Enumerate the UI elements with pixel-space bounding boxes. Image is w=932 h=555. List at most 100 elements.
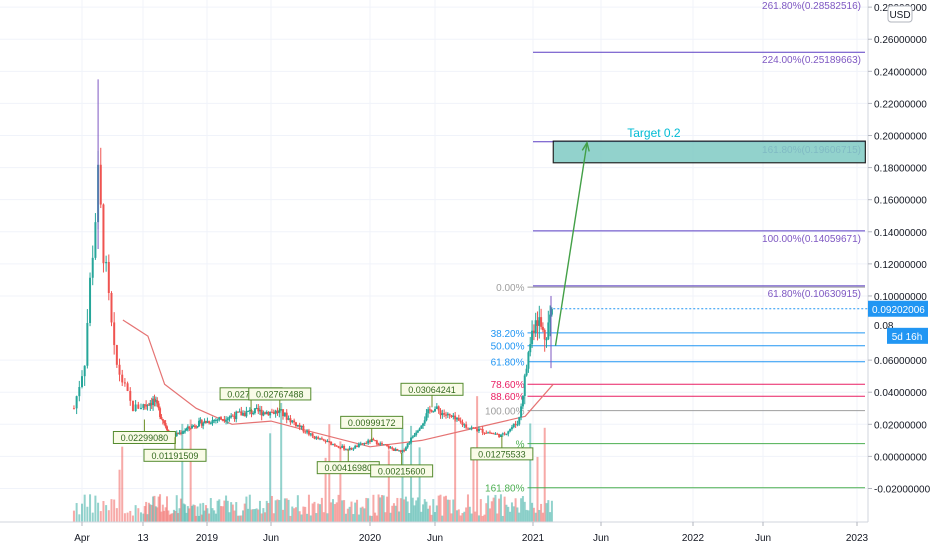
volume-bar: [459, 515, 462, 522]
candle-body: [377, 444, 380, 446]
volume-bar: [213, 510, 216, 522]
candle-body: [91, 257, 94, 278]
volume-bar: [97, 502, 100, 522]
candle-body: [443, 413, 446, 415]
volume-bar: [389, 512, 392, 522]
volume-bar: [272, 513, 275, 522]
annotation-label-8: 0.01275533: [478, 449, 526, 459]
volume-bar: [361, 506, 364, 522]
volume-bar: [72, 510, 75, 522]
volume-bar: [514, 498, 517, 522]
candle-body: [415, 432, 418, 436]
target-zone: [552, 140, 866, 164]
volume-bar: [123, 513, 126, 522]
volume-bar: [294, 507, 297, 522]
volume-bar: [147, 502, 150, 522]
volume-bar: [192, 504, 195, 522]
annotation-label-4: 0.00416980: [324, 463, 372, 473]
candle-body: [142, 404, 145, 408]
x-tick-label-5: Jun: [427, 533, 443, 544]
axis-layer[interactable]: 0.280000000.260000000.240000000.22000000…: [0, 0, 931, 544]
candle-body: [105, 261, 108, 264]
candle-body: [156, 400, 159, 404]
volume-bar: [516, 507, 519, 522]
volume-bar: [307, 494, 310, 522]
candle-body: [285, 412, 288, 420]
volume-bar: [520, 498, 523, 522]
volume-bar: [196, 506, 199, 522]
volume-bar: [231, 504, 234, 522]
candle-body: [298, 424, 301, 428]
volume-bar: [157, 496, 160, 522]
volume-bar: [541, 512, 544, 522]
y-tick-label-12: 0.02000000: [874, 420, 927, 431]
candle-layer: [72, 79, 553, 454]
volume-bar: [413, 505, 416, 522]
volume-bar: [509, 511, 512, 522]
y-tick-label-11: 0.04000000: [874, 388, 927, 399]
volume-bar: [439, 494, 442, 522]
annotation-label-6: 0.00215600: [378, 466, 426, 476]
candle-body: [392, 448, 395, 451]
candle-body: [339, 447, 342, 449]
candle-body: [365, 442, 368, 444]
candle-body: [129, 390, 132, 401]
annotation-box-7: [400, 382, 464, 396]
fib-extension-label-1: 224.00%(0.25189663): [762, 55, 861, 66]
candle-body: [408, 442, 411, 444]
candle-body: [547, 322, 550, 340]
volume-bar: [468, 506, 471, 522]
volume-bar: [331, 499, 334, 522]
volume-bar: [536, 456, 539, 522]
volume-bar: [216, 500, 219, 522]
candle-body: [240, 411, 243, 416]
candle-body: [403, 450, 406, 452]
volume-bar: [139, 512, 142, 522]
candle-body: [258, 409, 261, 412]
volume-bar: [356, 499, 359, 522]
volume-bar: [403, 499, 406, 522]
currency-badge-label: USD: [889, 10, 910, 21]
volume-bar: [435, 505, 438, 522]
candle-body: [320, 438, 323, 440]
candle-body: [411, 436, 414, 438]
candle-body: [420, 425, 423, 429]
candle-body: [214, 419, 217, 421]
candle-body: [161, 418, 164, 421]
annotation-box-3: [248, 387, 312, 401]
volume-bar: [269, 433, 272, 522]
candle-body: [181, 432, 184, 434]
candle-body: [439, 410, 442, 416]
volume-bar: [466, 494, 469, 522]
grid-layer: [0, 0, 868, 522]
volume-bar: [206, 508, 209, 522]
candle-body: [78, 386, 81, 397]
y-tick-label-8: 0.12000000: [874, 260, 927, 271]
candle-body: [152, 398, 155, 406]
volume-bar: [274, 500, 277, 522]
candle-body: [410, 437, 413, 443]
volume-bar: [370, 515, 373, 522]
volume-bar: [534, 512, 537, 522]
volume-bar: [333, 504, 336, 522]
candle-body: [107, 261, 110, 293]
volume-bar: [423, 499, 426, 522]
candle-body: [306, 431, 309, 433]
volume-bar: [235, 502, 238, 522]
candle-body: [525, 368, 528, 376]
volume-bar: [527, 510, 530, 522]
volume-bar: [91, 512, 94, 522]
volume-bar: [208, 513, 211, 522]
volume-bar: [172, 509, 175, 522]
candle-body: [536, 320, 539, 326]
fib-extension-label-4: 61.80%(0.10630915): [768, 289, 861, 300]
candle-body: [208, 421, 211, 424]
candle-body: [166, 426, 168, 430]
candle-body: [247, 410, 250, 412]
candle-body: [238, 411, 241, 413]
y-tick-label-1: 0.26000000: [874, 35, 927, 46]
candle-body: [195, 426, 198, 428]
volume-bar: [549, 512, 552, 522]
currency-badge[interactable]: [887, 5, 913, 23]
volume-bar: [177, 513, 180, 522]
